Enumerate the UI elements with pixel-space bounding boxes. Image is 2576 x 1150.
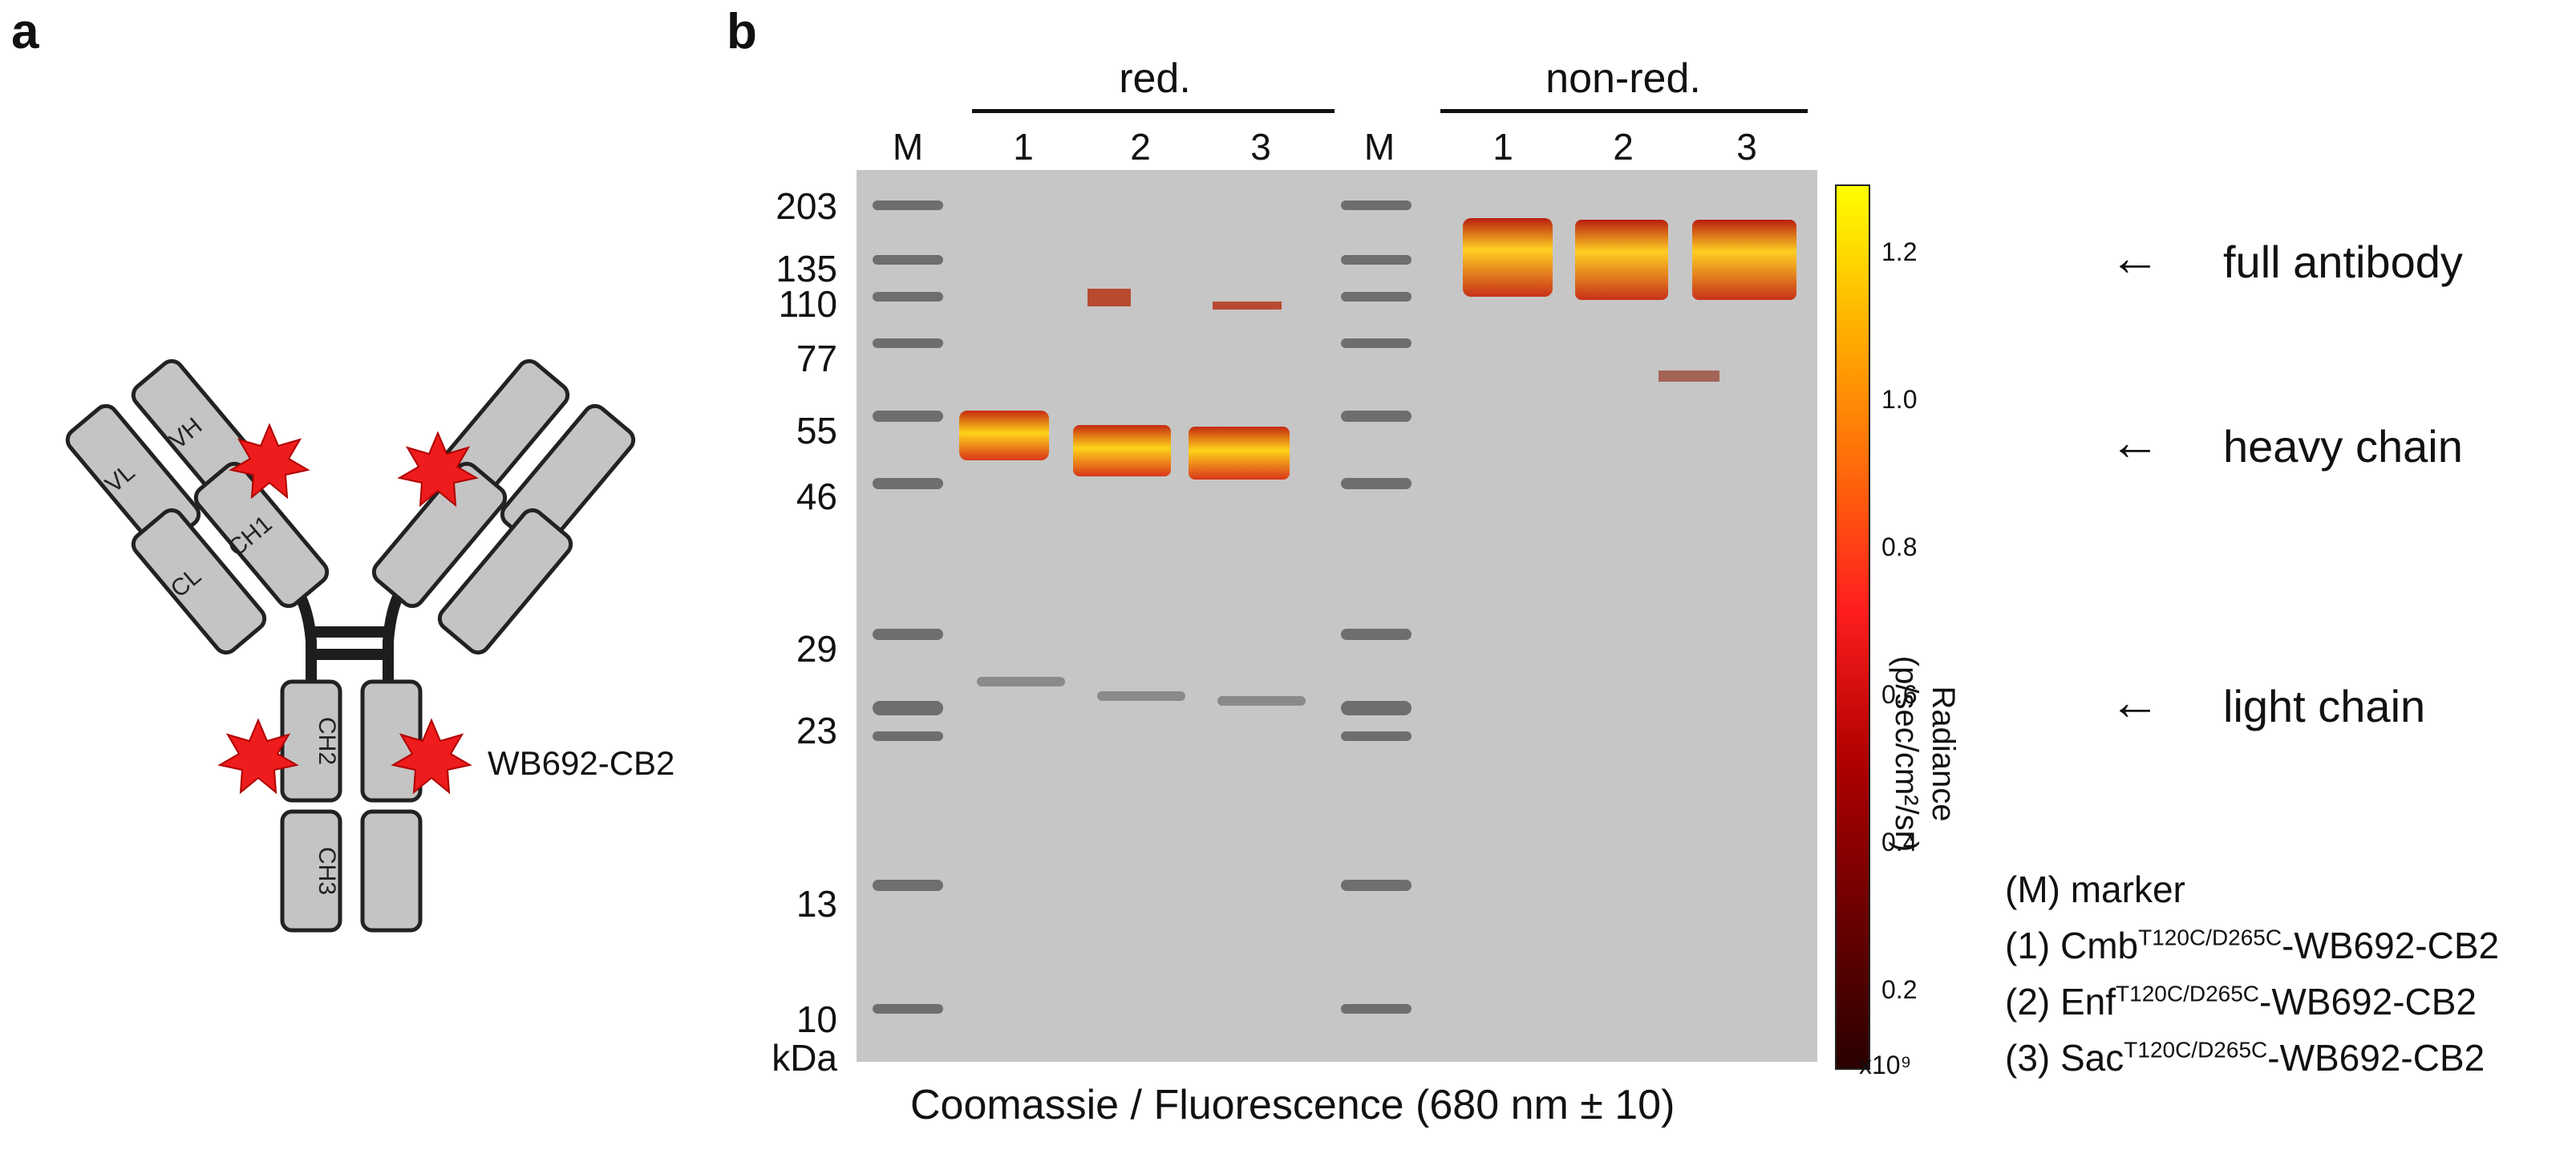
light-chain-bands	[977, 677, 1306, 706]
star-icon	[391, 718, 472, 795]
figure-caption: Coomassie / Fluorescence (680 nm ± 10)	[910, 1082, 1675, 1128]
marker-lane-2	[1341, 200, 1412, 1014]
legend-lane-1-name: (1) Cmb	[2005, 925, 2139, 966]
antibody-diagram: VH VL CH1 CL CH2 CH3	[65, 358, 636, 933]
legend-lane-2-conjugate: -WB692-CB2	[2259, 981, 2477, 1022]
annotation-light-chain: light chain	[2223, 681, 2426, 731]
lane-label: 1	[1013, 126, 1034, 168]
colorbar-title-line2: (p/sec/cm²/sr)	[1889, 655, 1924, 852]
colorbar-tick: 1.2	[1881, 237, 1918, 266]
lane-label: 2	[1613, 126, 1634, 168]
colorbar-tick: 0.4	[1881, 828, 1918, 856]
fc-region	[280, 679, 423, 933]
legend-marker: (M) marker	[2005, 869, 2185, 910]
lane-label: 2	[1130, 126, 1151, 168]
group-non-reduced-bar	[1440, 109, 1808, 113]
colorbar-tick: 0.2	[1881, 975, 1918, 1004]
legend-lane-3: (3) SacT120C/D265C-WB692-CB2	[2005, 1036, 2485, 1079]
aggregate-band	[1213, 302, 1282, 310]
mw-marker: 77	[796, 338, 837, 379]
lane-label: 3	[1250, 126, 1271, 168]
colorbar-tick: 1.0	[1881, 385, 1918, 414]
panel-b-letter: b	[727, 4, 757, 59]
annotation-heavy-chain: heavy chain	[2223, 421, 2463, 472]
panel-a-letter: a	[11, 4, 39, 59]
marker-lane-1	[873, 200, 943, 1014]
lane-label: 1	[1493, 126, 1513, 168]
mw-marker: 55	[796, 410, 837, 451]
fragment-band	[1659, 371, 1719, 382]
colorbar-tick: 0.8	[1881, 532, 1918, 561]
heavy-chain-fluorescence	[959, 411, 1290, 480]
radiance-colorbar	[1835, 184, 1870, 1070]
colorbar-title: Radiance (p/sec/cm²/sr)	[1888, 577, 1962, 930]
fluorophore-stars	[217, 423, 479, 795]
mw-unit: kDa	[772, 1037, 837, 1079]
star-icon	[217, 718, 299, 795]
mw-marker: 135	[776, 248, 837, 290]
group-non-reduced: non-red.	[1545, 55, 1701, 102]
legend-lane-3-name: (3) Sac	[2005, 1037, 2124, 1079]
legend-lane-3-mutation: T120C/D265C	[2124, 1037, 2268, 1063]
cl-domain-right	[437, 508, 573, 655]
mw-marker: 203	[776, 185, 837, 227]
mw-marker: 110	[778, 283, 837, 325]
arrow-left-icon: ←	[2109, 413, 2161, 471]
arrow-left-icon: ←	[2109, 673, 2161, 731]
arrow-left-icon: ←	[2109, 229, 2161, 286]
cl-domain	[131, 508, 267, 655]
ch2-label: CH2	[314, 717, 340, 765]
colorbar-title-line1: Radiance	[1926, 686, 1961, 822]
annotation-full-antibody: full antibody	[2223, 237, 2463, 287]
legend-lane-1: (1) CmbT120C/D265C-WB692-CB2	[2005, 924, 2499, 967]
colorbar-multiplier: x10⁹	[1859, 1051, 1912, 1079]
conjugate-label: WB692-CB2	[488, 744, 675, 782]
left-arm	[65, 358, 330, 655]
ch3-label: CH3	[314, 847, 340, 895]
mw-marker: 23	[796, 710, 837, 751]
legend-lane-2-mutation: T120C/D265C	[2116, 981, 2260, 1006]
legend-lane-1-conjugate: -WB692-CB2	[2282, 925, 2500, 966]
legend-lane-3-conjugate: -WB692-CB2	[2267, 1037, 2485, 1079]
mw-marker: 10	[796, 998, 837, 1040]
lane-label: M	[892, 126, 924, 168]
ch1-domain	[193, 461, 330, 609]
ch1-domain-right	[371, 461, 508, 609]
gel-bands	[873, 200, 1796, 1014]
right-arm	[371, 358, 636, 655]
group-reduced-bar	[972, 109, 1335, 113]
aggregate-band	[1088, 289, 1131, 306]
ch3-domain	[280, 809, 342, 933]
lane-label: 3	[1736, 126, 1757, 168]
star-icon	[229, 423, 310, 500]
gel-image	[857, 170, 1817, 1062]
ch3-domain-right	[360, 809, 423, 933]
mw-marker: 29	[796, 628, 837, 670]
legend-lane-2: (2) EnfT120C/D265C-WB692-CB2	[2005, 980, 2477, 1023]
legend-lane-2-name: (2) Enf	[2005, 981, 2116, 1022]
lane-label: M	[1363, 126, 1395, 168]
star-icon	[397, 431, 479, 508]
colorbar-tick: 0.6	[1881, 680, 1918, 709]
legend-lane-1-mutation: T120C/D265C	[2138, 925, 2282, 950]
group-reduced: red.	[1119, 55, 1191, 102]
full-antibody-fluorescence	[1463, 218, 1796, 300]
mw-marker: 46	[796, 476, 837, 517]
mw-marker: 13	[796, 883, 837, 925]
